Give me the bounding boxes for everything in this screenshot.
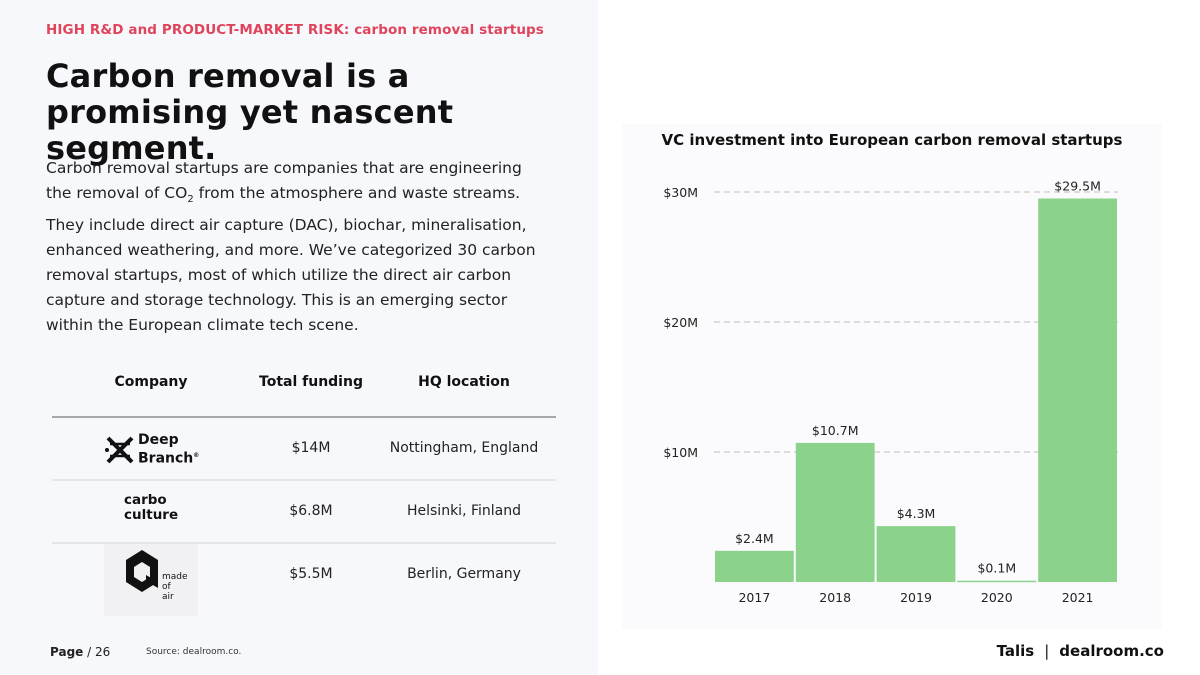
logo-line-branch: Branch [138, 450, 194, 467]
bar [1038, 198, 1117, 582]
hq-cell: Helsinki, Finland [406, 503, 521, 519]
deep-branch-logo: Deep Branch® [104, 432, 204, 467]
body-text-pre: Carbon removal startups are companies th… [46, 159, 522, 203]
x-tick-label: 2017 [738, 590, 770, 605]
made-of-air-logo: made of air [104, 544, 198, 616]
column-header-funding: Total funding [259, 374, 363, 390]
data-label: $10.7M [812, 423, 859, 438]
deep-branch-icon [105, 436, 134, 464]
dealroom-logo: dealroom.co [1059, 642, 1164, 660]
page-indicator: Page / 26 [50, 645, 110, 659]
bar [957, 580, 1037, 583]
y-tick-label: $30M [663, 185, 698, 200]
vc-investment-chart: $10M $20M $30M $2.4M 2017 $10.7M 2018 $4.3M 2019… [663, 179, 1118, 605]
y-tick-label: $20M [663, 315, 698, 330]
body-paragraph: Carbon removal startups are companies th… [46, 156, 546, 339]
talis-logo: Talis [996, 642, 1035, 660]
data-label: $0.1M [977, 561, 1016, 576]
x-tick-label: 2019 [900, 590, 932, 605]
brand-separator: | [1044, 642, 1050, 660]
made-of-air-icon [126, 550, 158, 592]
column-header-company: Company [114, 374, 188, 390]
logo-line-deep: Deep [138, 432, 179, 448]
y-tick-label: $10M [663, 445, 698, 460]
bar [876, 526, 956, 582]
column-header-hq: HQ location [418, 374, 510, 390]
logo-line-of: of [162, 582, 171, 592]
table-header: Company Total funding HQ location [52, 370, 556, 418]
data-label: $2.4M [735, 531, 774, 546]
left-panel [0, 0, 598, 675]
page-title: Carbon removal is a promising yet nascen… [46, 57, 454, 167]
body-text-subscript: 2 [187, 194, 194, 206]
table-row: carbo culture $6.8M Helsinki, Finland [52, 481, 556, 544]
data-label: $29.5M [1054, 179, 1101, 194]
hq-cell: Nottingham, England [389, 440, 539, 456]
company-table: Company Total funding HQ location Deep B… [52, 370, 556, 618]
x-tick-label: 2020 [981, 590, 1013, 605]
page-label: Page [50, 645, 84, 659]
logo-line-culture: culture [124, 507, 179, 523]
data-label: $4.3M [897, 506, 936, 521]
chart-title: VC investment into European carbon remov… [661, 131, 1123, 149]
eyebrow-label: HIGH R&D and PRODUCT-MARKET RISK: carbon… [46, 22, 544, 38]
brand-footer: Talis | dealroom.co [997, 642, 1164, 660]
bar [715, 550, 794, 582]
registered-mark: ® [193, 452, 200, 459]
carbo-culture-logo: carbo culture [124, 493, 178, 523]
source-note: Source: dealroom.co. [146, 647, 242, 657]
table-row: made of air $5.5M Berlin, Germany [52, 544, 556, 618]
hq-cell: Berlin, Germany [407, 566, 521, 582]
logo-line-air: air [162, 592, 174, 602]
funding-cell: $14M [291, 440, 331, 456]
funding-cell: $6.8M [289, 503, 333, 519]
x-tick-label: 2018 [819, 590, 851, 605]
logo-line-made: made [162, 572, 188, 582]
page-number: / 26 [87, 645, 111, 659]
x-tick-label: 2021 [1062, 590, 1094, 605]
funding-cell: $5.5M [289, 566, 333, 582]
bar [795, 442, 875, 582]
logo-line-carbo: carbo [124, 492, 167, 508]
body-text-post: from the atmosphere and waste streams. T… [46, 184, 536, 335]
table-row: Deep Branch® $14M Nottingham, England [52, 418, 556, 481]
